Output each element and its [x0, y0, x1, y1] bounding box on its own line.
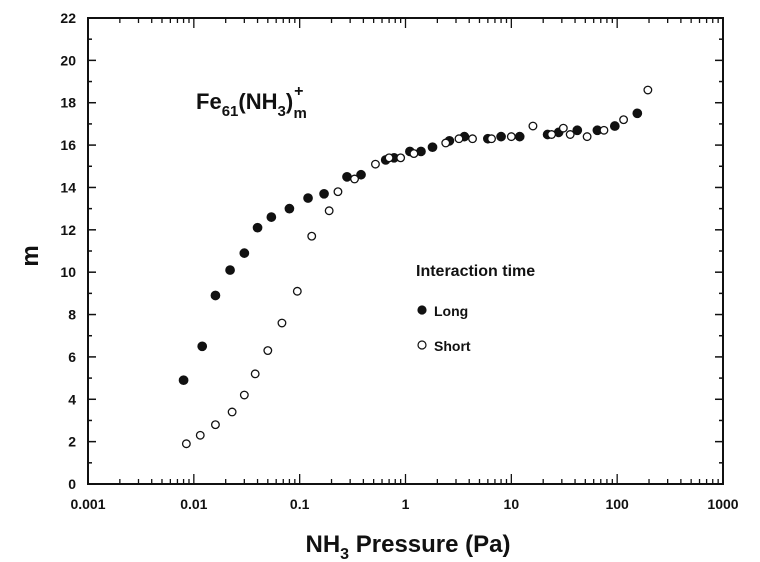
data-point-long: [342, 172, 352, 182]
data-point-short: [454, 134, 464, 144]
data-point-long: [197, 341, 208, 352]
data-point-short: [396, 153, 406, 163]
x-tick-label: 1000: [707, 496, 738, 512]
data-point-short: [210, 420, 220, 430]
data-point-long: [427, 142, 438, 153]
data-point-short: [643, 85, 653, 95]
y-tick-label: 16: [60, 137, 76, 153]
data-point-short: [558, 123, 568, 133]
data-point-short: [263, 346, 273, 356]
data-point-short: [409, 149, 419, 159]
data-point-short: [370, 159, 380, 169]
legend-marker-short: [417, 340, 427, 350]
y-axis-label: m: [17, 245, 44, 266]
data-point-short: [441, 138, 451, 148]
data-point-long: [266, 212, 277, 222]
data-point-short: [292, 286, 302, 296]
y-tick-label: 0: [68, 476, 76, 492]
plot-frame: [87, 17, 724, 485]
y-tick-label: 14: [60, 179, 76, 195]
data-point-short: [468, 134, 477, 144]
data-point-long: [210, 290, 221, 301]
legend: Interaction time Long Short: [416, 263, 535, 354]
data-point-short: [547, 130, 557, 139]
data-point-short: [324, 206, 334, 216]
y-tick-label: 2: [68, 434, 76, 450]
data-point-short: [307, 231, 317, 241]
data-point-long: [514, 131, 525, 142]
x-tick-label: 10: [504, 496, 520, 512]
data-point-long: [572, 125, 583, 136]
data-point-short: [506, 132, 516, 142]
data-point-short: [619, 115, 629, 125]
tick-labels: 0 2 4 6 8 10 12 14 16 18 20 22 0.001 0.01 0.1 1 10 100 100…: [60, 10, 738, 512]
data-point-short: [277, 318, 287, 328]
x-tick-label: 0.001: [70, 496, 105, 512]
x-tick-label: 100: [605, 496, 629, 512]
x-tick-label: 1: [402, 496, 410, 512]
data-point-short: [239, 390, 249, 400]
x-tick-label: 0.01: [180, 496, 207, 512]
data-point-long: [252, 222, 263, 233]
data-point-short: [528, 121, 538, 131]
data-point-long: [356, 169, 366, 180]
y-tick-label: 18: [60, 95, 76, 111]
data-point-long: [319, 188, 329, 199]
data-points: [178, 85, 653, 449]
legend-title: Interaction time: [416, 263, 535, 280]
y-tick-label: 20: [60, 52, 76, 68]
data-point-short: [333, 187, 343, 197]
data-point-long: [239, 248, 250, 258]
data-point-long: [178, 375, 189, 386]
data-point-long: [632, 108, 643, 119]
data-point-long: [609, 121, 620, 131]
x-axis-label: NH3 Pressure (Pa): [306, 531, 511, 562]
data-point-short: [181, 439, 191, 449]
y-tick-label: 12: [60, 222, 76, 238]
data-point-short: [487, 134, 496, 144]
x-tick-label: 0.1: [290, 496, 310, 512]
data-point-long: [303, 193, 313, 203]
data-point-short: [599, 125, 609, 135]
data-point-short: [582, 132, 592, 142]
data-point-short: [250, 369, 260, 379]
data-point-long: [496, 131, 506, 142]
y-tick-label: 8: [68, 307, 76, 323]
data-point-short: [350, 174, 359, 184]
y-tick-label: 10: [60, 264, 76, 280]
legend-marker-long: [417, 305, 427, 315]
data-point-short: [565, 130, 575, 139]
y-tick-label: 4: [68, 391, 76, 407]
y-tick-label: 6: [68, 349, 76, 365]
data-point-short: [227, 407, 237, 417]
data-point-long: [284, 203, 295, 214]
legend-label-short: Short: [434, 338, 471, 354]
legend-label-long: Long: [434, 303, 468, 319]
data-point-long: [225, 265, 235, 275]
chart-title: Fe61(NH3)+ m: [196, 83, 307, 122]
axis-ticks: [87, 17, 723, 485]
data-point-short: [384, 153, 394, 163]
y-tick-label: 22: [60, 10, 76, 26]
data-point-short: [195, 430, 205, 440]
